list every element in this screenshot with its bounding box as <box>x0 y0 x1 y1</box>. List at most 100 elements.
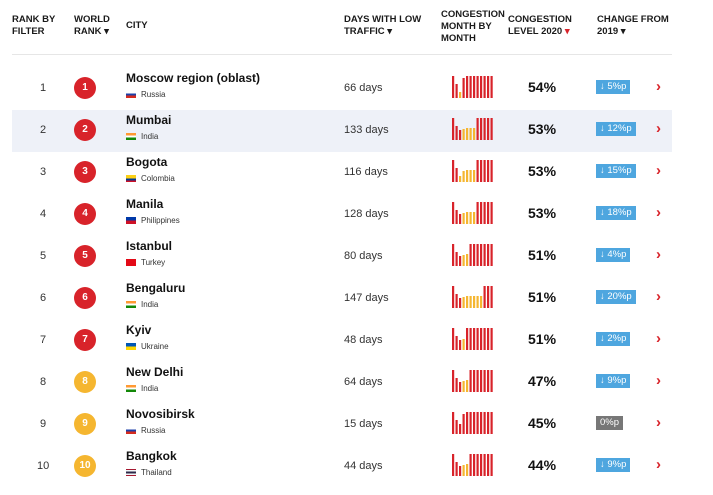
change-badge: ↓ 9%p <box>596 458 631 472</box>
month-bar <box>483 160 486 182</box>
city-name[interactable]: Bangkok <box>126 449 177 463</box>
table-row[interactable]: 8 8 New Delhi India 64 days 47% ↓ 9%p › <box>12 362 672 404</box>
change-badge: 0%p <box>596 416 624 430</box>
city-name[interactable]: Manila <box>126 197 164 211</box>
month-bar <box>490 202 493 224</box>
month-bar <box>483 244 486 266</box>
country-label: India <box>126 132 158 141</box>
congestion-level: 53% <box>528 163 557 179</box>
month-bar <box>490 160 493 182</box>
table-header: RANK BY FILTER WORLD RANK ▾ CITY DAYS WITH… <box>0 0 713 56</box>
chevron-right-icon[interactable]: › <box>656 414 661 431</box>
month-bar <box>480 118 483 140</box>
month-bar <box>469 296 472 308</box>
change-from-2019-header[interactable]: CHANGE FROM 2019 ▾ <box>597 14 669 37</box>
city-header: CITY <box>126 20 148 31</box>
month-bar <box>459 424 462 434</box>
chevron-right-icon[interactable]: › <box>656 120 661 137</box>
india-flag-icon <box>126 385 136 392</box>
table-row[interactable]: 5 5 Istanbul Turkey 80 days 51% ↓ 4%p › <box>12 236 672 278</box>
congestion-month-header: CONGESTION MONTH BY MONTH <box>441 9 505 44</box>
rank-by-filter: 7 <box>39 334 47 346</box>
table-row[interactable]: 6 6 Bengaluru India 147 days 51% ↓ 20%p › <box>12 278 672 320</box>
city-name[interactable]: Novosibirsk <box>126 407 195 421</box>
city-name[interactable]: Bengaluru <box>126 281 186 295</box>
country-name: Russia <box>141 90 166 99</box>
month-bar <box>462 255 465 266</box>
congestion-level-header[interactable]: CONGESTION LEVEL 2020 ▾ <box>508 14 572 37</box>
days-low-traffic-header[interactable]: DAYS WITH LOW TRAFFIC ▾ <box>344 14 422 37</box>
header-divider <box>12 54 672 55</box>
month-bar <box>490 76 493 98</box>
chevron-right-icon[interactable]: › <box>656 456 661 473</box>
month-bar <box>483 412 486 434</box>
table-row[interactable]: 10 10 Bangkok Thailand 44 days 44% ↓ 9%p › <box>12 446 672 488</box>
city-name[interactable]: Moscow region (oblast) <box>126 71 261 85</box>
congestion-level: 54% <box>528 79 557 95</box>
world-rank-header[interactable]: WORLD RANK ▾ <box>74 14 110 37</box>
chevron-right-icon[interactable]: › <box>656 162 661 179</box>
month-bar <box>473 244 476 266</box>
table-row[interactable]: 7 7 Kyiv Ukraine 48 days 51% ↓ 2%p › <box>12 320 672 362</box>
table-row[interactable]: 2 2 Mumbai India 133 days 53% ↓ 12%p › <box>12 110 672 152</box>
russia-flag-icon <box>126 427 136 434</box>
month-bar <box>480 328 483 350</box>
month-bar <box>455 420 458 434</box>
rank-by-filter-header[interactable]: RANK BY FILTER <box>12 14 56 37</box>
month-bar <box>490 328 493 350</box>
rank-by-filter: 5 <box>39 250 47 262</box>
chevron-right-icon[interactable]: › <box>656 372 661 389</box>
chevron-right-icon[interactable]: › <box>656 78 661 95</box>
country-label: Russia <box>126 90 165 99</box>
month-bar <box>469 170 472 182</box>
month-bar <box>455 210 458 224</box>
country-name: India <box>141 384 159 393</box>
month-bar <box>459 382 462 392</box>
table-row[interactable]: 3 3 Bogota Colombia 116 days 53% ↓ 15%p › <box>12 152 672 194</box>
month-bar <box>480 454 483 476</box>
month-bar <box>469 454 472 476</box>
month-bar <box>487 160 490 182</box>
month-bar <box>452 160 455 182</box>
month-bar <box>487 118 490 140</box>
ukraine-flag-icon <box>126 343 136 350</box>
month-bar <box>490 286 493 308</box>
change-badge: ↓ 12%p <box>596 122 636 136</box>
congestion-month-chart <box>452 76 493 98</box>
world-rank-badge: 7 <box>74 329 96 351</box>
city-name[interactable]: Mumbai <box>126 113 172 127</box>
month-bar <box>487 244 490 266</box>
table-row[interactable]: 4 4 Manila Philippines 128 days 53% ↓ 18%p › <box>12 194 672 236</box>
month-bar <box>469 76 472 98</box>
change-badge: ↓ 4%p <box>596 248 631 262</box>
month-bar <box>473 128 476 140</box>
table-row[interactable]: 9 9 Novosibirsk Russia 15 days 45% 0%p › <box>12 404 672 446</box>
city-name[interactable]: Istanbul <box>126 239 173 253</box>
chevron-right-icon[interactable]: › <box>656 204 661 221</box>
month-bar <box>462 297 465 308</box>
congestion-month-chart <box>452 286 493 308</box>
rank-by-filter: 1 <box>39 82 47 94</box>
city-name[interactable]: Bogota <box>126 155 168 169</box>
month-bar <box>459 176 462 182</box>
month-bar <box>473 170 476 182</box>
change-badge: ↓ 2%p <box>596 332 631 346</box>
city-name[interactable]: New Delhi <box>126 365 184 379</box>
month-bar <box>459 340 462 350</box>
chevron-right-icon[interactable]: › <box>656 330 661 347</box>
chevron-right-icon[interactable]: › <box>656 246 661 263</box>
table-row[interactable]: 1 1 Moscow region (oblast) Russia 66 days 54%… <box>12 68 672 110</box>
change-badge: ↓ 18%p <box>596 206 636 220</box>
congestion-month-chart <box>452 160 493 182</box>
congestion-level: 51% <box>528 331 557 347</box>
month-bar <box>466 254 469 266</box>
rank-by-filter: 8 <box>39 376 47 388</box>
month-bar <box>476 370 479 392</box>
month-bar <box>469 244 472 266</box>
congestion-level: 47% <box>528 373 557 389</box>
city-name[interactable]: Kyiv <box>126 323 152 337</box>
month-bar <box>476 454 479 476</box>
change-badge: ↓ 15%p <box>596 164 636 178</box>
month-bar <box>483 370 486 392</box>
chevron-right-icon[interactable]: › <box>656 288 661 305</box>
